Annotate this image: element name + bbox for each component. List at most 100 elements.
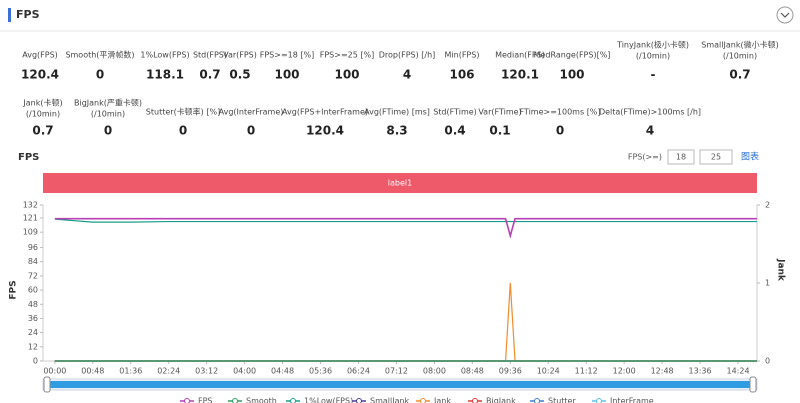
x-tick-label: 02:24 xyxy=(157,367,180,376)
chart-link[interactable]: 图表 xyxy=(741,151,759,163)
legend-label: FPS xyxy=(198,397,213,403)
stat-value: 0.5 xyxy=(229,68,250,82)
stat-label: Jank(卡顿) xyxy=(22,98,62,108)
x-tick-label: 11:12 xyxy=(575,367,598,376)
header-accent xyxy=(8,8,11,22)
legend-marker xyxy=(472,398,478,403)
stat-label: BigJank(严重卡顿) xyxy=(74,98,142,108)
label-band xyxy=(43,173,757,193)
x-tick-label: 13:36 xyxy=(689,367,712,376)
stat-value: 100 xyxy=(334,68,359,82)
x-tick-label: 10:24 xyxy=(537,367,560,376)
stat-label: Delta(FTime)>100ms [/h] xyxy=(599,108,701,117)
y-axis-title: FPS xyxy=(9,280,19,299)
x-tick-label: 04:48 xyxy=(271,367,294,376)
x-tick-label: 04:00 xyxy=(233,367,256,376)
stat-label: Std(FPS) xyxy=(193,51,227,60)
stat-value: - xyxy=(651,68,656,82)
y-tick-label: 60 xyxy=(28,286,38,295)
scrollbar[interactable] xyxy=(42,376,758,393)
legend-marker xyxy=(534,398,540,403)
x-tick-label: 14:24 xyxy=(726,367,749,376)
legend-label: 1%Low(FPS) xyxy=(304,397,353,403)
stat-label: Var(FTime) xyxy=(478,108,521,117)
stat-value: 100 xyxy=(559,68,584,82)
legend-label: Stutter xyxy=(548,397,576,403)
stat-value: 4 xyxy=(646,124,654,138)
stat-value: 8.3 xyxy=(386,124,407,138)
stat-label: Median(FPS) xyxy=(495,51,545,60)
stat-label: SmallJank(微小卡顿) xyxy=(701,40,778,50)
stat-label: Std(FTime) xyxy=(433,108,477,117)
threshold-value: 18 xyxy=(676,153,686,162)
x-tick-label: 00:48 xyxy=(81,367,104,376)
legend-marker xyxy=(232,398,238,403)
stat-label: Drop(FPS) [/h] xyxy=(379,51,436,60)
y-tick-label: 96 xyxy=(28,243,38,252)
stat-label: (/10min) xyxy=(723,52,757,61)
legend-label: BigJank xyxy=(486,397,516,403)
stat-value: 100 xyxy=(274,68,299,82)
x-tick-label: 07:12 xyxy=(385,367,408,376)
stat-value: 0 xyxy=(556,124,564,138)
threshold-input[interactable] xyxy=(699,149,733,165)
y-tick-label: 36 xyxy=(28,314,38,323)
stat-label: (/10min) xyxy=(91,110,125,119)
x-tick-label: 03:12 xyxy=(195,367,218,376)
stat-value: 0 xyxy=(104,124,112,138)
x-tick-label: 09:36 xyxy=(499,367,522,376)
y2-tick-label: 2 xyxy=(765,201,770,210)
y-tick-label: 84 xyxy=(28,257,38,266)
x-tick-label: 01:36 xyxy=(119,367,142,376)
stat-label: Smooth(平滑帧数) xyxy=(65,50,134,60)
stat-value: 0.7 xyxy=(729,68,750,82)
series-line xyxy=(54,218,757,223)
stat-value: 0.1 xyxy=(489,124,510,138)
y-tick-label: 109 xyxy=(23,228,38,237)
stat-label: (/10min) xyxy=(636,52,670,61)
stat-label: Avg(FPS) xyxy=(22,51,58,60)
chart-title: FPS xyxy=(18,152,39,163)
stat-label: Min(FPS) xyxy=(445,51,480,60)
x-tick-label: 12:48 xyxy=(651,367,674,376)
header-title: FPS xyxy=(16,8,40,21)
stat-value: 120.1 xyxy=(501,68,539,82)
y-tick-label: 24 xyxy=(28,328,38,337)
threshold-label: FPS(>=) xyxy=(628,153,662,162)
stat-value: 0 xyxy=(96,68,104,82)
stat-label: Avg(FTime) [ms] xyxy=(364,108,430,117)
y-tick-label: 121 xyxy=(23,214,38,223)
stat-value: 106 xyxy=(449,68,474,82)
legend-marker xyxy=(596,398,602,403)
legend-label: SmallJank xyxy=(370,397,410,403)
threshold-value: 25 xyxy=(711,153,721,162)
stat-value: 120.4 xyxy=(306,124,344,138)
y2-tick-label: 0 xyxy=(765,357,770,366)
stat-value: 0.4 xyxy=(444,124,465,138)
stat-value: 0.7 xyxy=(32,124,53,138)
legend-label: Jank xyxy=(433,397,451,403)
stat-label: TinyJank(极小卡顿) xyxy=(616,40,689,50)
threshold-input[interactable] xyxy=(667,149,695,165)
stat-value: 120.4 xyxy=(21,68,59,82)
y2-axis-title: Jank xyxy=(776,258,786,282)
y2-tick-label: 1 xyxy=(765,279,770,288)
stat-label: FPS>=25 [%] xyxy=(320,51,374,60)
y-tick-label: 132 xyxy=(23,201,38,210)
legend-marker xyxy=(184,398,190,403)
stat-value: 118.1 xyxy=(146,68,184,82)
y-tick-label: 48 xyxy=(28,300,38,309)
stat-label: Avg(InterFrame) xyxy=(219,108,284,117)
x-tick-label: 08:00 xyxy=(423,367,446,376)
y-tick-label: 12 xyxy=(28,342,38,351)
legend-marker xyxy=(290,398,296,403)
label-band-text: label1 xyxy=(388,179,412,188)
y-tick-label: 0 xyxy=(33,357,38,366)
collapse-button[interactable] xyxy=(776,6,794,24)
x-tick-label: 00:00 xyxy=(43,367,66,376)
x-tick-label: 08:48 xyxy=(461,367,484,376)
legend-label: InterFrame xyxy=(610,397,654,403)
stat-label: (/10min) xyxy=(26,110,60,119)
